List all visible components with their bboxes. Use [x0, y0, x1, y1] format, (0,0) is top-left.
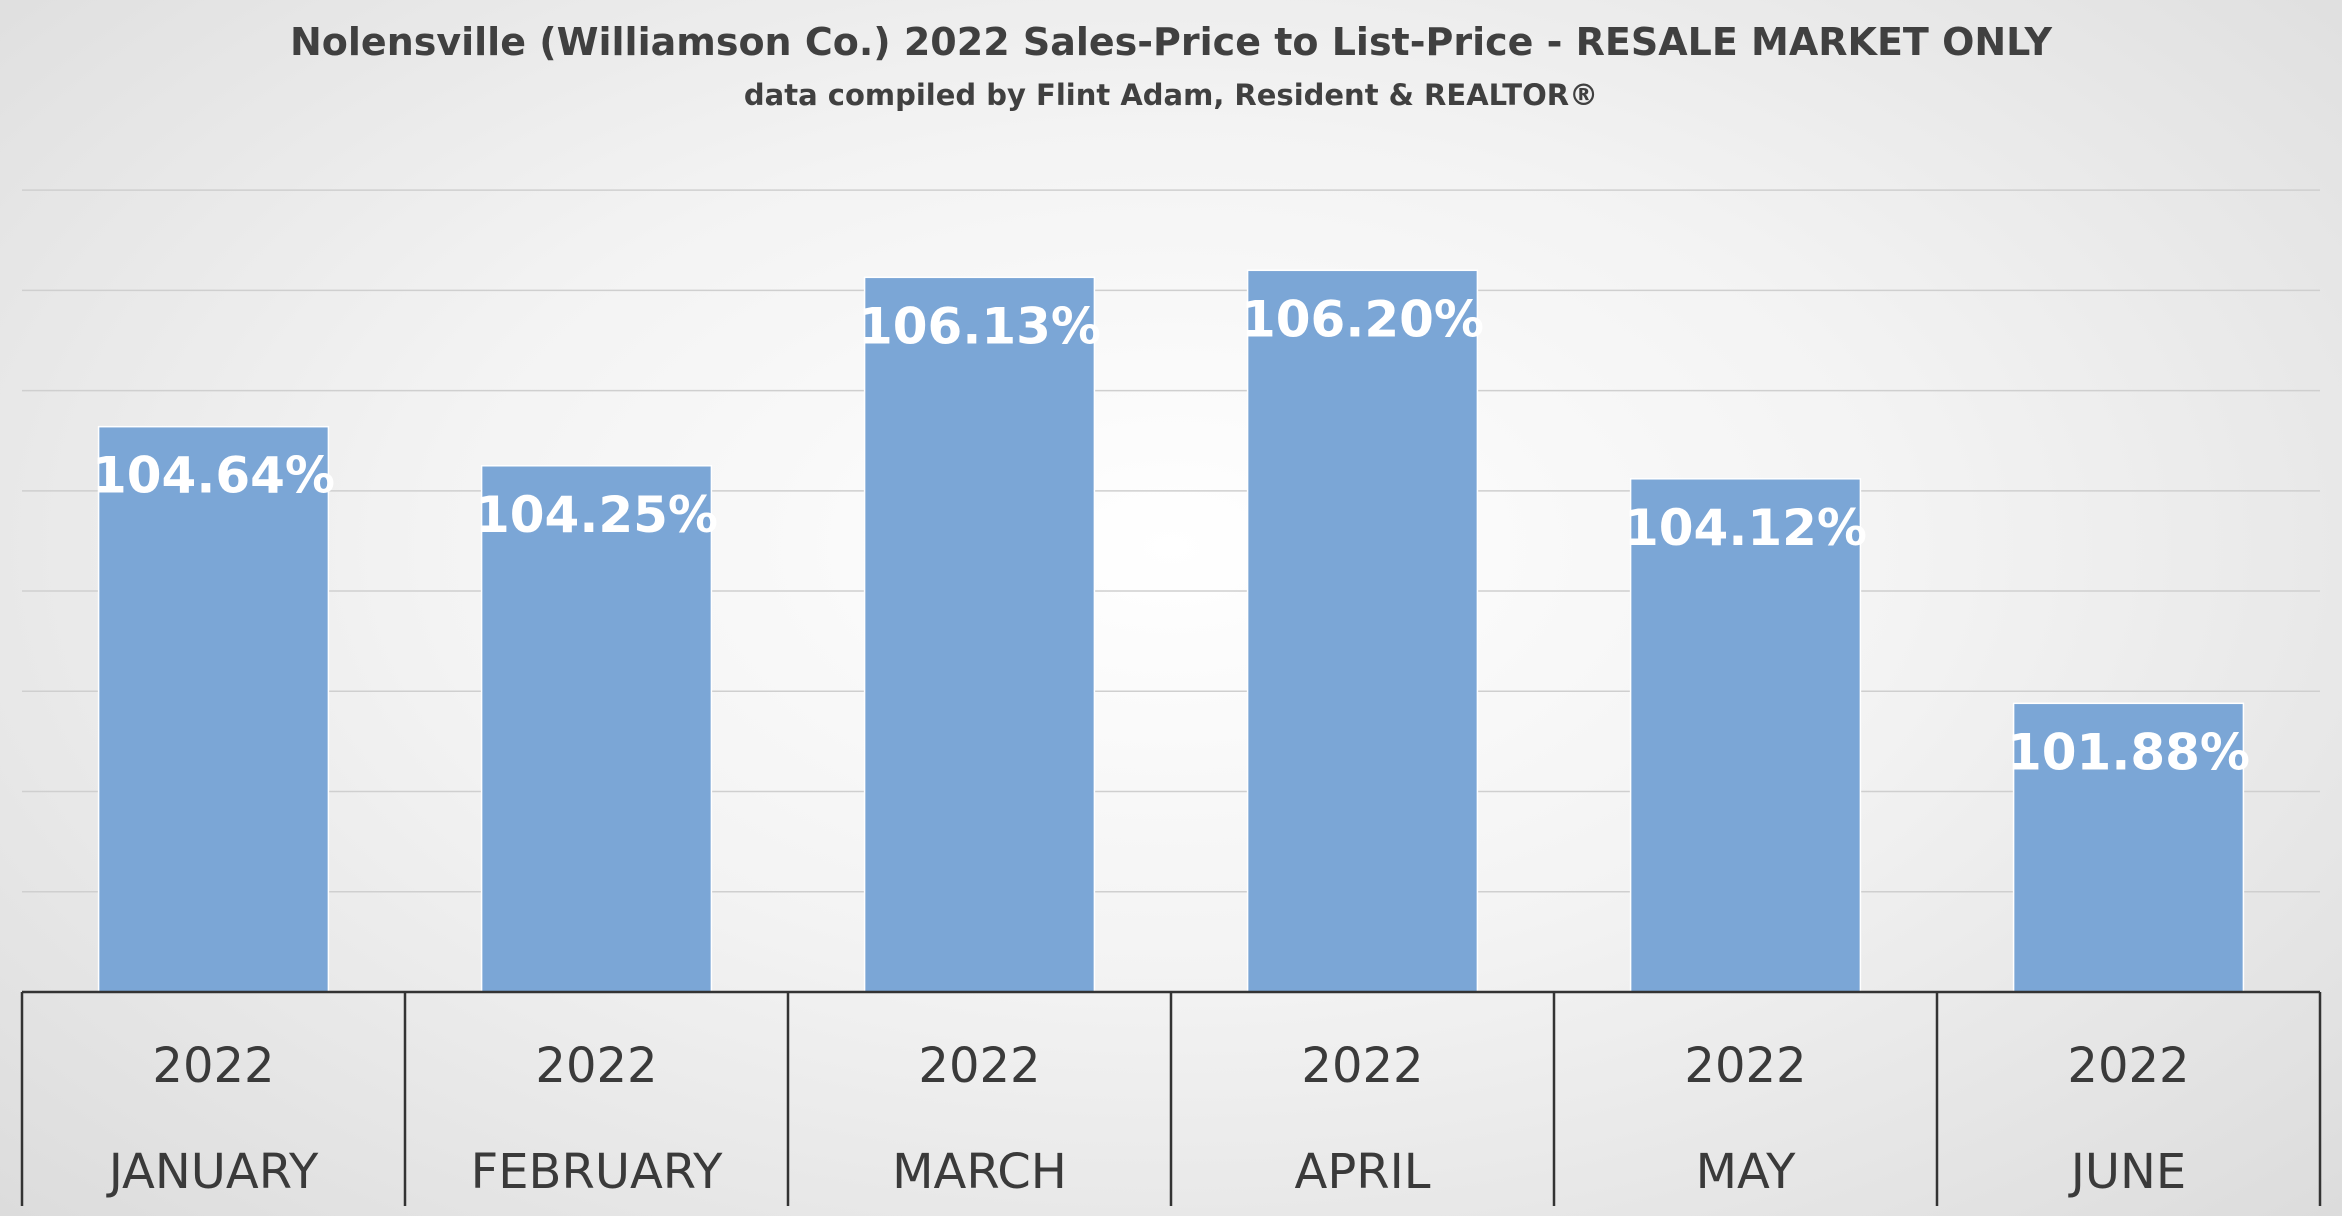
category-month-label: JANUARY: [106, 1144, 319, 1200]
data-label-june: 101.88%: [2007, 723, 2250, 781]
bar-june: [2012, 702, 2245, 993]
gridlines: [22, 189, 2320, 893]
data-label-march: 106.13%: [858, 297, 1101, 355]
bar-april: [1246, 269, 1479, 993]
category-year-label: 2022: [1301, 1038, 1423, 1094]
bars: [97, 269, 2245, 993]
data-label-may: 104.12%: [1624, 499, 1867, 557]
data-label-february: 104.25%: [475, 486, 718, 544]
category-month-label: MARCH: [892, 1144, 1067, 1200]
bar-february: [480, 465, 713, 993]
category-year-label: 2022: [1684, 1038, 1806, 1094]
category-month-label: JUNE: [2068, 1144, 2187, 1200]
bar-may: [1629, 478, 1862, 993]
bar-january: [97, 425, 330, 993]
category-month-label: APRIL: [1294, 1144, 1430, 1200]
category-month-label: MAY: [1696, 1144, 1797, 1200]
category-axis-table: 2022 JANUARY 2022 FEBRUARY 2022 MARCH 2022 APRI…: [20, 990, 2322, 1206]
data-label-january: 104.64%: [92, 447, 335, 505]
chart-title: Nolensville (Williamson Co.) 2022 Sales-…: [290, 20, 2052, 64]
data-label-april: 106.20%: [1241, 290, 1484, 348]
category-year-label: 2022: [152, 1038, 274, 1094]
bar-march: [863, 276, 1096, 993]
category-month-label: FEBRUARY: [471, 1144, 723, 1200]
category-year-label: 2022: [2067, 1038, 2189, 1094]
chart-subtitle: data compiled by Flint Adam, Resident & …: [744, 78, 1598, 112]
category-year-label: 2022: [535, 1038, 657, 1094]
category-year-label: 2022: [918, 1038, 1040, 1094]
data-labels: 104.64% 104.25% 106.13% 106.20% 104.12% 101.8…: [92, 290, 2250, 781]
